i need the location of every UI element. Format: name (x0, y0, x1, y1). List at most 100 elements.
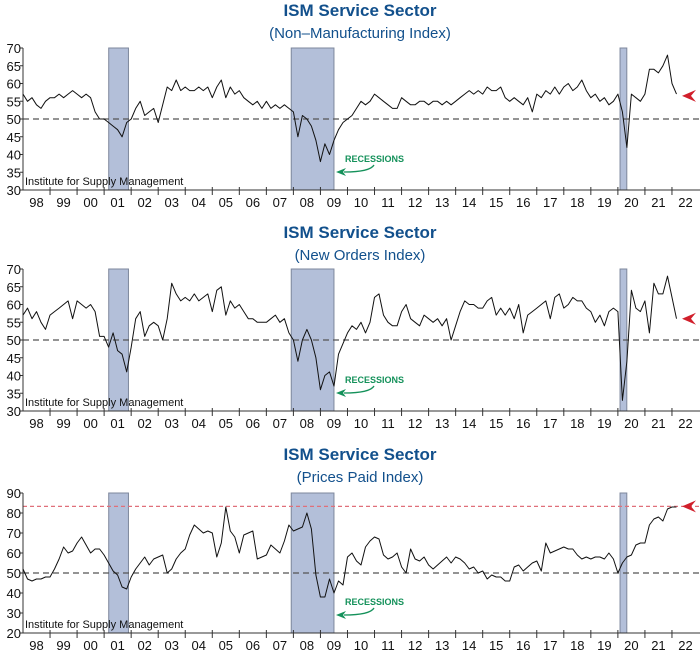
x-tick-label: 06 (246, 416, 260, 431)
x-tick-label: 11 (381, 638, 395, 653)
chart-subtitle: (Non–Manufacturing Index) (269, 25, 451, 42)
x-tick-label: 15 (489, 638, 503, 653)
x-tick-label: 20 (624, 638, 638, 653)
x-tick-label: 01 (110, 195, 124, 210)
x-tick-label: 10 (354, 416, 368, 431)
x-tick-label: 99 (56, 195, 70, 210)
x-tick-label: 11 (381, 416, 395, 431)
x-tick-label: 18 (570, 638, 584, 653)
x-tick-label: 14 (462, 416, 476, 431)
x-tick-label: 13 (435, 416, 449, 431)
y-tick-label: 20 (7, 626, 21, 641)
chart-subtitle: (New Orders Index) (295, 247, 426, 264)
x-tick-label: 00 (83, 638, 97, 653)
y-tick-label: 35 (7, 165, 21, 180)
x-tick-label: 19 (597, 195, 611, 210)
x-tick-label: 14 (462, 195, 476, 210)
recessions-arrow-line (343, 164, 375, 173)
y-tick-label: 30 (7, 404, 21, 419)
x-tick-label: 00 (83, 195, 97, 210)
y-tick-label: 40 (7, 586, 21, 601)
y-tick-label: 70 (7, 262, 21, 277)
x-tick-label: 12 (408, 416, 422, 431)
recessions-arrow-icon (336, 389, 346, 397)
recession-bar (108, 492, 129, 634)
x-tick-label: 17 (543, 195, 557, 210)
x-tick-label: 08 (300, 416, 314, 431)
x-tick-label: 14 (462, 638, 476, 653)
x-tick-label: 03 (164, 195, 178, 210)
x-tick-label: 10 (354, 195, 368, 210)
latest-value-marker-icon (682, 312, 696, 325)
x-tick-label: 12 (408, 195, 422, 210)
chart-title: ISM Service Sector (283, 223, 436, 242)
series-line (22, 275, 677, 401)
y-tick-label: 30 (7, 606, 21, 621)
x-tick-label: 02 (137, 638, 151, 653)
recessions-arrow-icon (336, 168, 346, 176)
latest-value-marker-icon (682, 89, 696, 102)
x-tick-label: 20 (624, 195, 638, 210)
y-tick-label: 70 (7, 526, 21, 541)
x-tick-label: 21 (651, 638, 665, 653)
x-tick-label: 05 (219, 195, 233, 210)
x-tick-label: 22 (678, 638, 692, 653)
y-tick-label: 70 (7, 41, 21, 56)
x-tick-label: 22 (678, 416, 692, 431)
x-tick-label: 02 (137, 416, 151, 431)
x-tick-label: 15 (489, 416, 503, 431)
chart-panel-0: ISM Service Sector (Non–Manufacturing Ind… (7, 1, 700, 210)
x-tick-label: 00 (83, 416, 97, 431)
x-tick-label: 99 (56, 638, 70, 653)
x-tick-label: 19 (597, 638, 611, 653)
x-tick-label: 09 (327, 416, 341, 431)
x-tick-label: 06 (246, 638, 260, 653)
x-tick-label: 04 (192, 195, 206, 210)
x-tick-label: 17 (543, 638, 557, 653)
x-tick-label: 13 (435, 638, 449, 653)
x-tick-label: 21 (651, 195, 665, 210)
x-tick-label: 09 (327, 195, 341, 210)
latest-value-marker-icon (682, 500, 696, 513)
y-tick-label: 90 (7, 486, 21, 501)
recessions-label: RECESSIONS (345, 597, 404, 607)
x-tick-label: 02 (137, 195, 151, 210)
recessions-arrow-line (343, 385, 375, 394)
x-tick-label: 15 (489, 195, 503, 210)
chart-title: ISM Service Sector (283, 1, 436, 20)
x-tick-label: 04 (192, 638, 206, 653)
x-tick-label: 07 (273, 416, 287, 431)
x-tick-label: 08 (300, 638, 314, 653)
x-tick-label: 98 (29, 416, 43, 431)
chart-panel-1: ISM Service Sector (New Orders Index) 30 35… (7, 223, 700, 431)
recession-bar (290, 492, 335, 634)
x-tick-label: 08 (300, 195, 314, 210)
y-tick-label: 60 (7, 546, 21, 561)
y-tick-label: 65 (7, 59, 21, 74)
x-tick-label: 01 (110, 416, 124, 431)
x-tick-label: 01 (110, 638, 124, 653)
y-tick-label: 40 (7, 369, 21, 384)
x-tick-label: 98 (29, 638, 43, 653)
y-tick-label: 55 (7, 315, 21, 330)
recession-bar (619, 492, 628, 634)
y-tick-label: 55 (7, 94, 21, 109)
chart-title: ISM Service Sector (283, 445, 436, 464)
y-tick-label: 45 (7, 351, 21, 366)
y-tick-label: 50 (7, 566, 21, 581)
x-tick-label: 16 (516, 416, 530, 431)
recessions-arrow-line (343, 607, 375, 616)
x-tick-label: 04 (192, 416, 206, 431)
y-tick-label: 60 (7, 298, 21, 313)
x-tick-label: 20 (624, 416, 638, 431)
x-tick-label: 05 (219, 416, 233, 431)
source-label: Institute for Supply Management (25, 619, 183, 631)
x-tick-label: 10 (354, 638, 368, 653)
x-tick-label: 03 (164, 638, 178, 653)
recessions-arrow-icon (336, 611, 346, 619)
x-tick-label: 13 (435, 195, 449, 210)
source-label: Institute for Supply Management (25, 176, 183, 188)
x-tick-label: 22 (678, 195, 692, 210)
x-tick-label: 11 (381, 195, 395, 210)
